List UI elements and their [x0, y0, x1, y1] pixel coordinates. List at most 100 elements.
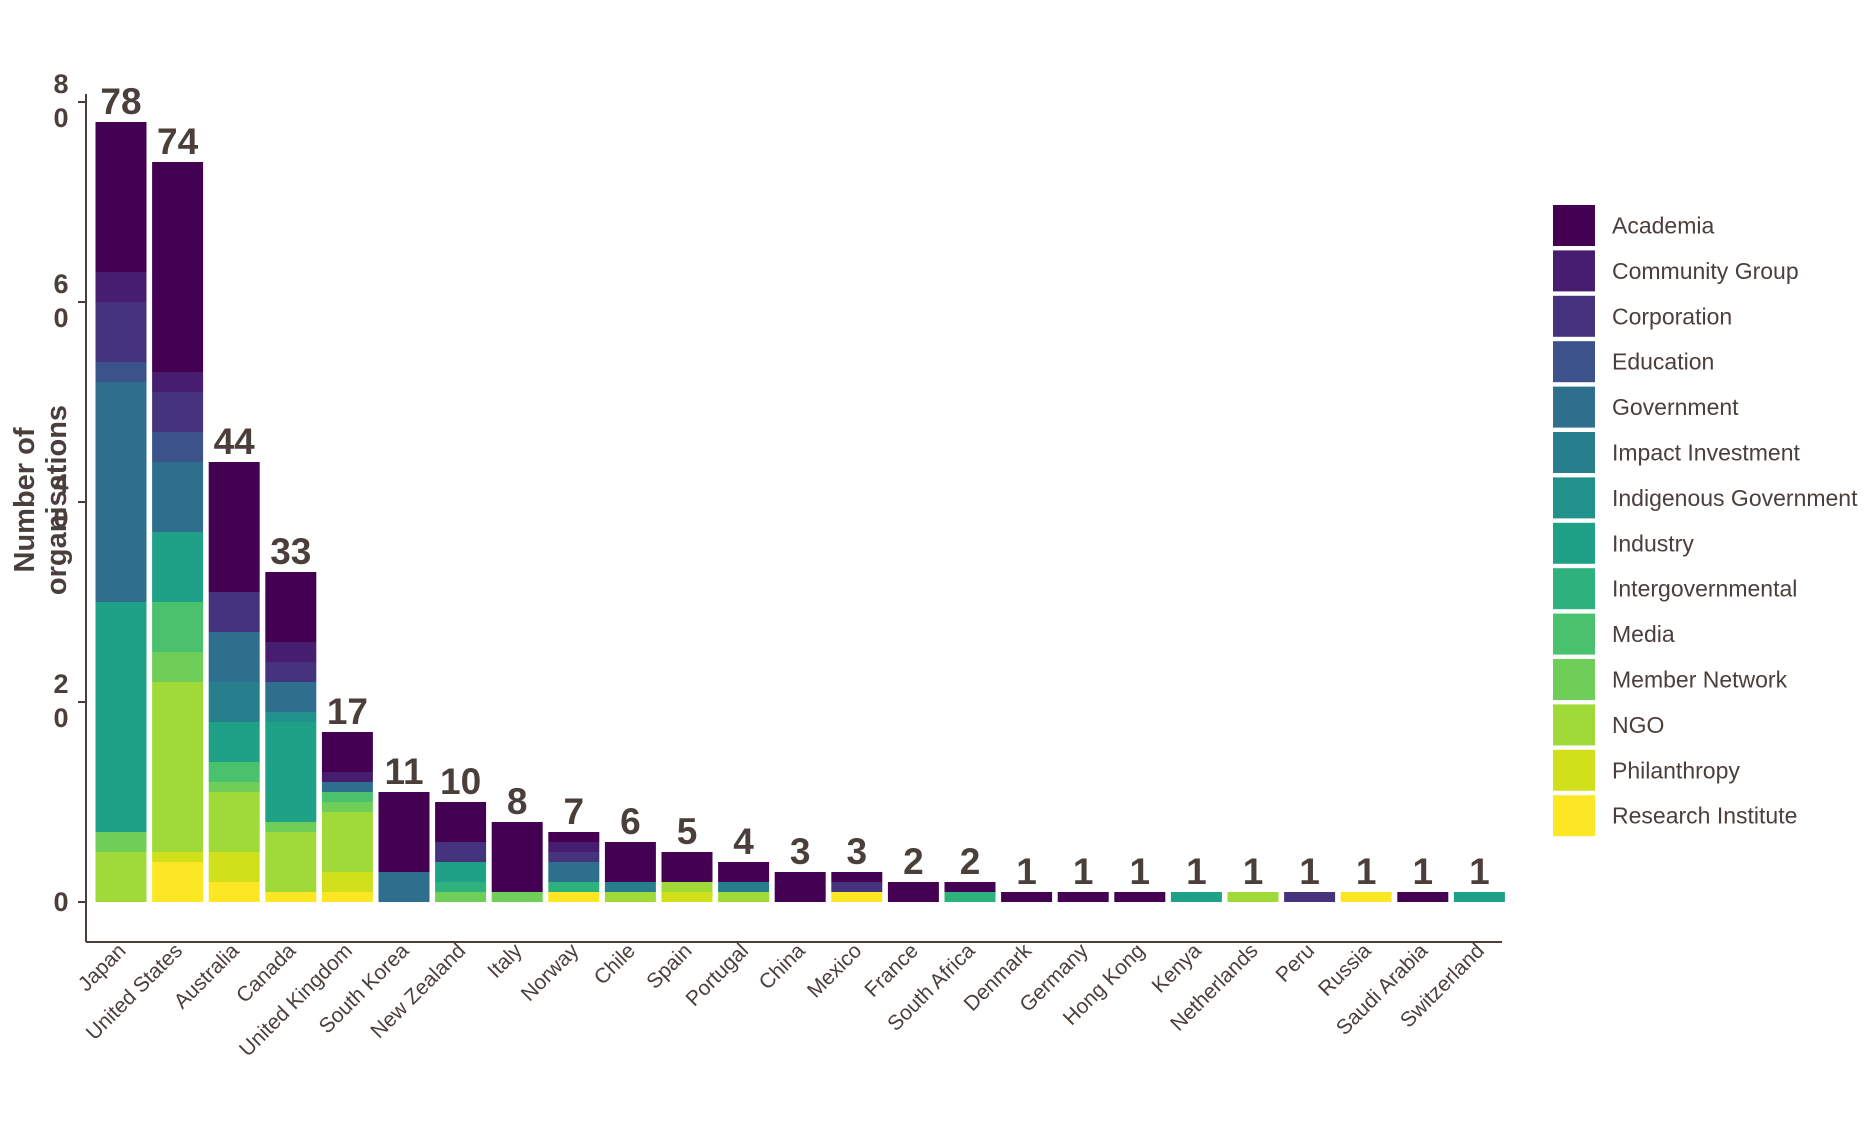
bar-segment-mexico-academia: [831, 872, 883, 882]
bar-segment-saudi-arabia-academia: [1397, 892, 1449, 902]
bar-segment-norway-research-institute: [548, 892, 600, 902]
bar-segment-netherlands-ngo: [1227, 892, 1279, 902]
bar-segment-canada-corporation: [265, 662, 317, 682]
legend-swatch-government: [1553, 386, 1595, 428]
bar-segment-norway-academia: [548, 832, 600, 842]
total-label-canada: 33: [270, 531, 311, 572]
bar-segment-united-kingdom-community-group: [321, 772, 373, 782]
bar-segment-hong-kong-academia: [1114, 892, 1166, 902]
bar-segment-germany-academia: [1057, 892, 1109, 902]
bar-segment-united-states-government: [152, 462, 204, 532]
bar-segment-chile-impact-investment: [604, 882, 656, 892]
bar-segment-chile-ngo: [604, 892, 656, 902]
total-label-south-korea: 11: [384, 751, 423, 792]
x-tick-label-china: China: [755, 939, 810, 994]
bar-segment-portugal-impact-investment: [718, 882, 770, 892]
legend-label-government: Government: [1612, 394, 1739, 420]
bar-segment-norway-community-group: [548, 842, 600, 852]
x-tick-label-mexico: Mexico: [803, 939, 866, 1002]
x-tick-label-norway: Norway: [517, 939, 584, 1006]
bar-segment-portugal-academia: [718, 862, 770, 882]
bar-segment-australia-research-institute: [208, 882, 260, 902]
x-tick-label-portugal: Portugal: [682, 939, 754, 1011]
y-axis-title: Number oforganisations: [9, 405, 73, 595]
bar-segment-united-kingdom-academia: [321, 732, 373, 772]
bar-segment-australia-impact-investment: [208, 682, 260, 722]
bar-segment-canada-community-group: [265, 642, 317, 662]
bar-segment-japan-industry: [95, 602, 147, 832]
bar-segment-canada-research-institute: [265, 892, 317, 902]
x-tick-label-italy: Italy: [483, 939, 527, 983]
bar-segment-chile-academia: [604, 842, 656, 882]
legend: Academia Community Group Corporation Educat…: [1553, 205, 1858, 837]
bar-segment-japan-corporation: [95, 302, 147, 362]
total-label-peru: 1: [1299, 851, 1320, 892]
legend-swatch-philanthropy: [1553, 749, 1595, 791]
legend-label-indigenous-government: Indigenous Government: [1612, 485, 1858, 511]
bar-segment-canada-indigenous-government: [265, 712, 317, 722]
legend-label-intergovernmental: Intergovernmental: [1612, 576, 1797, 602]
legend-label-community-group: Community Group: [1612, 258, 1799, 284]
bar-segment-spain-academia: [661, 852, 713, 882]
x-tick-label-chile: Chile: [590, 939, 640, 989]
total-label-kenya: 1: [1186, 851, 1207, 892]
legend-swatch-indigenous-government: [1553, 477, 1595, 519]
bar-segment-canada-ngo: [265, 832, 317, 892]
total-label-saudi-arabia: 1: [1413, 851, 1434, 892]
bar-segment-norway-corporation: [548, 852, 600, 862]
bar-segment-united-states-ngo: [152, 682, 204, 852]
bar-segment-australia-government: [208, 632, 260, 682]
total-label-portugal: 4: [733, 821, 754, 862]
bar-segment-peru-corporation: [1284, 892, 1336, 902]
bar-segment-australia-philanthropy: [208, 852, 260, 882]
bar-segment-china-academia: [774, 872, 826, 902]
axes-layer: 0 2 0 4 0 6 0 8 0 Number oforganisations: [9, 69, 1502, 943]
bar-segment-australia-academia: [208, 462, 260, 592]
legend-swatch-member-network: [1553, 659, 1595, 700]
bar-segment-new-zealand-academia: [435, 802, 487, 842]
bar-segment-united-kingdom-ngo: [321, 812, 373, 872]
bar-segment-united-states-industry: [152, 532, 204, 602]
legend-swatch-corporation: [1553, 295, 1595, 337]
bars-layer: [95, 122, 1505, 902]
bar-segment-japan-ngo: [95, 852, 147, 902]
bar-segment-south-africa-intergovernmental: [944, 892, 996, 902]
bar-segment-mexico-corporation: [831, 882, 883, 892]
total-label-spain: 5: [677, 811, 698, 852]
bar-segment-russia-research-institute: [1340, 892, 1392, 902]
legend-swatch-industry: [1553, 522, 1595, 564]
total-label-chile: 6: [620, 801, 641, 842]
bar-segment-france-academia: [887, 882, 939, 902]
total-label-denmark: 1: [1016, 851, 1037, 892]
legend-label-industry: Industry: [1612, 530, 1694, 556]
bar-segment-united-states-education: [152, 432, 204, 462]
total-label-australia: 44: [214, 421, 256, 462]
legend-swatch-intergovernmental: [1553, 568, 1595, 610]
total-label-russia: 1: [1356, 851, 1377, 892]
bar-segment-japan-academia: [95, 122, 147, 272]
bar-segment-new-zealand-intergovernmental: [435, 882, 487, 892]
total-label-south-africa: 2: [960, 841, 981, 882]
bar-segment-japan-community-group: [95, 272, 147, 302]
bar-segment-denmark-academia: [1001, 892, 1053, 902]
legend-swatch-academia: [1553, 205, 1595, 246]
bar-segment-united-kingdom-member-network: [321, 802, 373, 812]
x-tick-label-spain: Spain: [642, 939, 696, 993]
bar-segment-australia-media: [208, 762, 260, 782]
legend-label-media: Media: [1612, 621, 1675, 647]
bar-segment-united-states-corporation: [152, 392, 204, 432]
bar-segment-south-korea-government: [378, 872, 430, 902]
bar-segment-canada-academia: [265, 572, 317, 642]
total-label-japan: 78: [100, 81, 141, 122]
legend-label-corporation: Corporation: [1612, 303, 1732, 329]
bar-segment-united-kingdom-media: [321, 792, 373, 802]
total-label-germany: 1: [1073, 851, 1094, 892]
bar-segment-new-zealand-industry: [435, 862, 487, 882]
legend-swatch-impact-investment: [1553, 432, 1595, 473]
bar-segment-kenya-industry: [1170, 892, 1222, 902]
total-label-hong-kong: 1: [1130, 851, 1151, 892]
